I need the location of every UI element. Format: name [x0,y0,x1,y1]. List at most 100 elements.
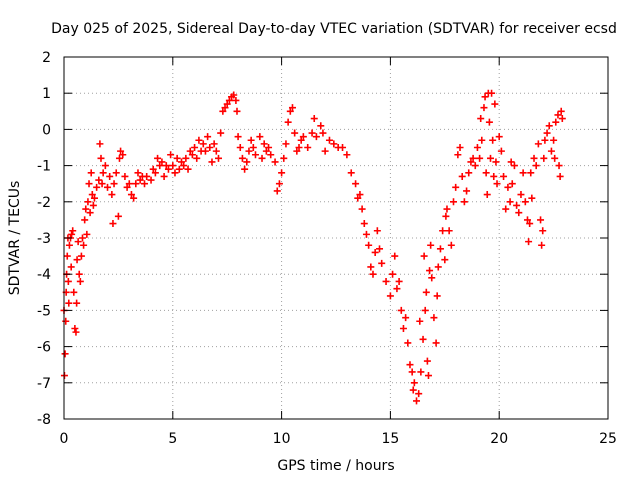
data-point [427,241,435,249]
data-point [83,230,91,238]
data-point [517,191,525,199]
data-point [495,133,503,141]
data-point [217,129,225,137]
data-point [436,245,444,253]
data-point [62,317,70,325]
data-point [96,140,104,148]
data-point [551,154,559,162]
data-point [554,111,562,119]
data-point [527,169,535,177]
data-point [251,151,259,159]
data-point [416,317,424,325]
data-point [74,238,82,246]
data-point [445,227,453,235]
data-point [521,198,529,206]
data-point [308,129,316,137]
data-point [492,158,500,166]
y-tick-label: -6 [37,340,51,356]
data-point [513,201,521,209]
x-tick-label: 25 [599,431,617,447]
data-point [88,191,96,199]
data-point [534,140,542,148]
x-tick-label: 0 [60,431,69,447]
data-point [386,292,394,300]
data-point [507,158,515,166]
data-point [493,180,501,188]
data-point [80,241,88,249]
data-point [402,314,410,322]
data-point [238,154,246,162]
data-point [169,162,177,170]
data-point [265,144,273,151]
data-point [171,169,179,177]
data-point [399,325,407,332]
data-point [502,205,510,213]
data-point [452,183,460,191]
grid-lines [64,57,608,419]
data-point [85,180,93,188]
data-point [347,169,355,177]
y-tick-label: -8 [37,412,51,428]
data-point [456,144,464,151]
data-point [173,154,181,162]
y-tick-label: -4 [37,267,51,283]
data-point [373,227,381,235]
data-point [343,151,351,159]
data-point [352,180,360,188]
data-point [286,107,294,115]
data-point [284,118,292,126]
y-tick-label: 0 [42,122,51,138]
data-point [186,147,194,155]
data-point [371,248,379,256]
data-point [450,198,458,206]
data-point [433,292,441,300]
data-point [423,357,431,365]
data-point [404,339,412,347]
axis-ticks: 0 5 10 15 20 25 -8 -7 -6 -5 -4 -3 -2 -1 0 1 2 [37,50,617,447]
data-point [510,162,518,170]
data-point [458,172,466,180]
data-point [358,205,366,213]
data-point [530,154,538,162]
data-point [141,180,149,188]
data-point [68,230,76,238]
data-point [490,172,498,180]
data-point [278,169,286,177]
data-point [210,140,218,148]
data-point [208,158,216,166]
y-tick-label: -1 [37,159,51,175]
y-tick-label: -7 [37,376,51,392]
data-point [441,256,449,264]
data-point [539,227,547,235]
data-point [101,162,109,170]
data-point [273,187,281,195]
data-point [82,205,90,213]
data-point [389,270,397,278]
data-point [134,169,142,177]
data-point [489,136,497,144]
data-point [480,104,488,112]
data-point [430,314,438,322]
data-point [199,140,207,148]
data-point [339,144,347,151]
data-point [195,136,203,144]
data-point [175,165,183,173]
data-point [325,136,333,144]
data-point [158,158,166,166]
data-point [258,154,266,162]
data-point [419,335,427,343]
data-point [410,379,418,387]
data-point [500,172,508,180]
data-point [409,386,417,394]
data-point [288,104,296,112]
data-point [428,274,436,282]
data-point [439,227,447,235]
data-point [297,136,305,144]
data-point [280,154,288,162]
data-point [282,140,290,148]
data-point [367,263,375,271]
data-point [483,191,491,199]
data-point [247,136,255,144]
data-point [149,165,157,173]
